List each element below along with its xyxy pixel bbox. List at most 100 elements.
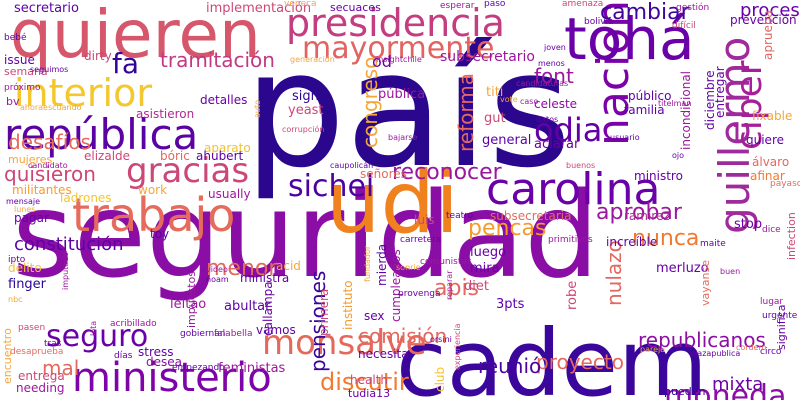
word-odia: odia <box>534 111 603 149</box>
word-desafios: desafíos <box>8 130 91 154</box>
word-cambiar: cambiar <box>600 0 690 25</box>
word-interior: interior <box>14 71 152 115</box>
word-lunes: lunes <box>14 205 36 214</box>
word-infection: infection <box>785 212 798 260</box>
word-republica: república <box>4 110 199 159</box>
word-primera: primera <box>317 288 331 336</box>
word-presidencia: presidencia <box>286 1 505 45</box>
word-pasen: pasen <box>18 323 46 333</box>
word-gobiernan: gobiernan <box>180 329 226 339</box>
word-abultar: abultar <box>224 299 271 314</box>
word-experiencia: experiencia <box>453 323 462 370</box>
word-luego: luego <box>470 245 507 260</box>
word-candidaturas: candidaturas <box>516 79 569 88</box>
word-detalles: detalles <box>200 93 248 107</box>
word-bolivia: bolivia <box>584 17 614 27</box>
word-quisieron: quisieron <box>4 162 96 186</box>
word-work: work <box>138 183 168 197</box>
word-robe: robe <box>565 280 580 310</box>
word-pagar: pagar <box>14 211 49 225</box>
word-toy: toy <box>150 227 170 241</box>
word-lugar: lugar <box>760 297 784 307</box>
word-callampa: callampa <box>261 281 275 336</box>
word-carolina: carolina <box>486 164 661 215</box>
word-vayanse: vayanse <box>699 260 712 306</box>
word-reunio: reunió <box>478 354 542 378</box>
word-aclarar: aclarar <box>534 137 580 152</box>
word-pais: país <box>244 16 572 203</box>
word-proyecto: proyecto <box>536 350 624 374</box>
word-dias: días <box>114 351 133 361</box>
word-apis: apis <box>434 276 480 301</box>
word-vote: vote <box>500 95 518 104</box>
word-bv: bv <box>6 95 20 108</box>
word-prevencion: prevención <box>730 13 797 27</box>
word-subsecretario: subsecretario <box>440 49 535 65</box>
word-necesita: necesita <box>358 347 409 361</box>
word-amenaza: amenaza <box>562 0 604 9</box>
word-club: club <box>433 366 447 392</box>
word-cumpleanos: cumpleaños <box>389 249 403 322</box>
word-paso: paso <box>484 0 506 9</box>
word-tudia13: tudia13 <box>348 387 391 400</box>
word-titelman: titelman <box>658 99 692 108</box>
word-entregar: entregar <box>713 66 727 118</box>
word-issue: issue <box>4 53 35 67</box>
word-discutir: discutir <box>320 368 409 396</box>
word-menor: menor <box>206 256 278 281</box>
word-diet: diet <box>464 279 489 294</box>
word-monsalve: monsalve <box>262 323 427 363</box>
word-mal: mal <box>42 356 80 380</box>
word-dificil: difícil <box>672 21 696 31</box>
word-delito: delito <box>8 261 42 275</box>
word-candidato: candidato <box>28 161 68 170</box>
word-sonrie: sonrie <box>396 263 421 272</box>
word-veneca: veneca <box>284 0 317 9</box>
word-stress: stress <box>138 345 174 359</box>
word-maite: maite <box>700 239 726 249</box>
word-ahubert: ahubert <box>196 149 244 163</box>
word-stop: stop <box>734 217 763 232</box>
word-acid: acid <box>276 259 301 273</box>
word-falabella: falabella <box>214 329 253 339</box>
word-carretera: carretera <box>400 235 442 245</box>
word-font: font <box>534 64 574 88</box>
word-vamos: vamos <box>256 323 296 337</box>
word-usuario: usuario <box>610 133 640 142</box>
word-provenga: provenga <box>398 289 441 299</box>
word-reparar: reparar <box>445 270 454 301</box>
word-asistieron: asistieron <box>136 107 195 121</box>
word-circo: circo <box>760 347 782 357</box>
word-finger: finger <box>8 277 47 292</box>
word-generacion: generación <box>290 55 335 64</box>
word-subsecretaria: subsecretaria <box>490 209 572 223</box>
word-mujeres: mujeres <box>8 153 53 166</box>
word-corrupcion: corrupción <box>282 125 325 134</box>
word-yeast: yeast <box>288 103 324 118</box>
word-reconocer: reconocer <box>392 160 502 185</box>
word-menos: menos <box>538 59 565 68</box>
word-nbc: nbc <box>8 295 23 304</box>
word-cadem: cadem <box>396 310 708 400</box>
word-desea: desea <box>146 355 182 369</box>
word-joven: joven <box>544 43 566 52</box>
word-republicanos: republicanos <box>638 328 766 352</box>
word-caso: caso <box>520 97 539 106</box>
word-nunca: nunca <box>632 226 700 251</box>
word-cordero: cordero <box>736 343 767 352</box>
word-teatro: teatro <box>446 211 474 221</box>
word-desaprueba: desaprueba <box>10 347 64 357</box>
word-empezando: empezando <box>172 363 225 373</box>
word-caupolican: caupolicán <box>330 161 374 170</box>
word-od: od <box>372 52 392 71</box>
word-usually: usually <box>208 187 251 201</box>
word-entrega: entrega <box>18 369 65 383</box>
word-titi: titi <box>486 85 504 100</box>
word-pueden: pueden <box>664 385 706 398</box>
word-seguimos: seguimos <box>30 65 69 74</box>
word-pencas: pencas <box>468 216 547 241</box>
word-impuestos: impuestos <box>185 271 198 328</box>
word-aparato: aparato <box>204 141 251 155</box>
word-urgente: urgente <box>762 311 798 321</box>
